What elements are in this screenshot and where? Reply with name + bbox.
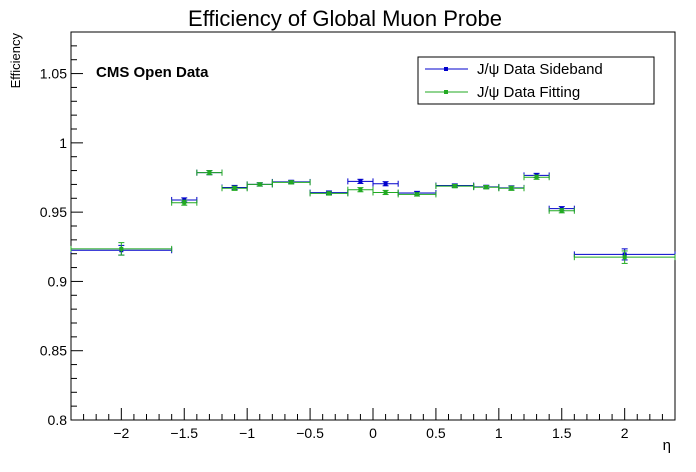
marker bbox=[415, 192, 420, 197]
data-point bbox=[271, 179, 311, 186]
data-point bbox=[171, 199, 198, 206]
x-tick-label: 0.5 bbox=[426, 425, 446, 441]
y-tick-label: 1.05 bbox=[40, 66, 67, 82]
marker bbox=[509, 186, 514, 191]
data-point bbox=[573, 250, 676, 264]
x-tick-label: −0.5 bbox=[296, 425, 324, 441]
marker bbox=[232, 186, 237, 191]
legend-marker bbox=[444, 67, 448, 71]
marker bbox=[207, 170, 212, 175]
data-point bbox=[397, 191, 437, 198]
data-point bbox=[309, 190, 349, 197]
legend-box bbox=[417, 56, 655, 105]
marker bbox=[289, 180, 294, 185]
chart-title: Efficiency of Global Muon Probe bbox=[188, 6, 502, 31]
series-sideband bbox=[70, 169, 676, 261]
x-tick-label: −2 bbox=[113, 425, 129, 441]
series-fitting bbox=[70, 169, 676, 264]
legend-marker bbox=[444, 90, 448, 94]
data-marks bbox=[70, 169, 676, 264]
y-axis-label: Efficiency bbox=[8, 33, 23, 89]
marker bbox=[383, 181, 388, 186]
data-point bbox=[246, 181, 273, 188]
x-tick-label: 0 bbox=[369, 425, 377, 441]
cms-open-data-annotation: CMS Open Data bbox=[96, 64, 209, 81]
marker bbox=[358, 179, 363, 184]
marker bbox=[358, 187, 363, 192]
axes: −2 −1.5 −1 −0.5 0 0.5 1 1.5 2 0.8 0.85 0.9 0.95 1 1.05 bbox=[40, 31, 676, 441]
data-point bbox=[347, 178, 374, 185]
marker bbox=[534, 175, 539, 180]
data-point bbox=[70, 242, 173, 256]
legend: J/ψ Data Sideband J/ψ Data Fitting bbox=[417, 56, 655, 105]
x-tick-label: 2 bbox=[621, 425, 629, 441]
y-tick-label: 0.9 bbox=[48, 273, 68, 289]
x-tick-label: −1.5 bbox=[170, 425, 198, 441]
marker bbox=[119, 246, 124, 251]
data-point bbox=[221, 185, 248, 192]
y-tick-label: 0.95 bbox=[40, 204, 67, 220]
legend-label: J/ψ Data Sideband bbox=[477, 61, 603, 78]
marker bbox=[383, 190, 388, 195]
legend-label: J/ψ Data Fitting bbox=[477, 84, 580, 101]
y-tick-label: 1 bbox=[59, 135, 67, 151]
data-point bbox=[372, 180, 399, 187]
y-tick-label: 0.85 bbox=[40, 343, 67, 359]
data-point bbox=[523, 174, 550, 181]
marker bbox=[182, 200, 187, 205]
x-tick-label: 1.5 bbox=[552, 425, 572, 441]
marker bbox=[452, 184, 457, 189]
data-point bbox=[347, 186, 374, 193]
data-point bbox=[196, 169, 223, 176]
marker bbox=[484, 185, 489, 190]
marker bbox=[257, 182, 262, 187]
x-tick-label: −1 bbox=[239, 425, 255, 441]
marker bbox=[559, 208, 564, 213]
data-point bbox=[498, 185, 525, 192]
data-point bbox=[548, 207, 575, 214]
x-axis-label: η bbox=[663, 437, 671, 454]
data-point bbox=[372, 189, 399, 196]
x-tick-label: 1 bbox=[495, 425, 503, 441]
data-point bbox=[435, 183, 475, 190]
marker bbox=[622, 255, 627, 260]
data-point bbox=[473, 184, 500, 191]
marker bbox=[326, 191, 331, 196]
y-tick-label: 0.8 bbox=[48, 412, 68, 428]
